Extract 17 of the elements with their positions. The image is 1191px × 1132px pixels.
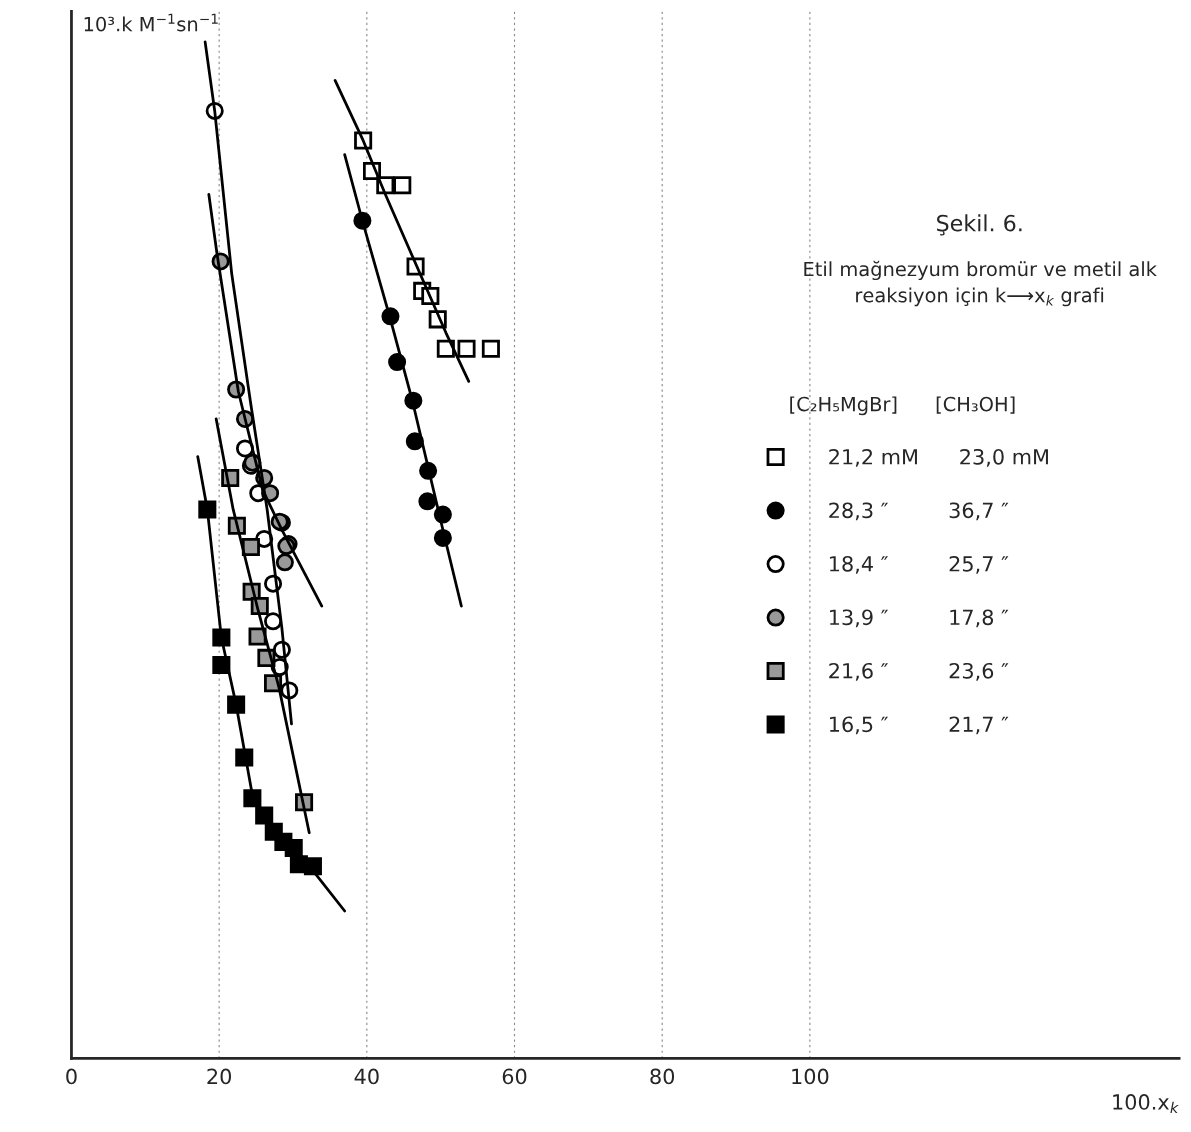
x-axis-title: 100.x$_{k}$ xyxy=(1113,1094,1179,1113)
y-axis-title: 10³.k M$^{−1}$sn$^{−1}$ xyxy=(84,13,218,32)
x-tick-label: 100 xyxy=(792,1068,829,1085)
legend-label: 16,5 ″ 21,7 ″ xyxy=(829,716,1009,735)
text: Şekil. 6. xyxy=(937,214,1022,236)
x-tick-label: 0 xyxy=(66,1068,77,1085)
x-tick-label: 60 xyxy=(502,1068,527,1085)
x-tick-label: 80 xyxy=(650,1068,675,1085)
legend-label: 13,9 ″ 17,8 ″ xyxy=(829,609,1009,628)
legend-title: [C₂H₅MgBr] [CH₃OH] xyxy=(790,396,1015,416)
x-tick-label: 20 xyxy=(207,1068,232,1085)
x-tick-label: 40 xyxy=(354,1068,379,1085)
legend-label: 28,3 ″ 36,7 ″ xyxy=(829,502,1009,521)
text: Etil mağnezyum bromür ve metil alk reaksiyon için k⟶x$_{k}$ grafi xyxy=(804,260,1157,307)
legend-label: 21,6 ″ 23,6 ″ xyxy=(829,662,1009,681)
legend-label: 18,4 ″ 25,7 ″ xyxy=(829,555,1009,574)
legend-label: 21,2 mM 23,0 mM xyxy=(829,448,1048,467)
